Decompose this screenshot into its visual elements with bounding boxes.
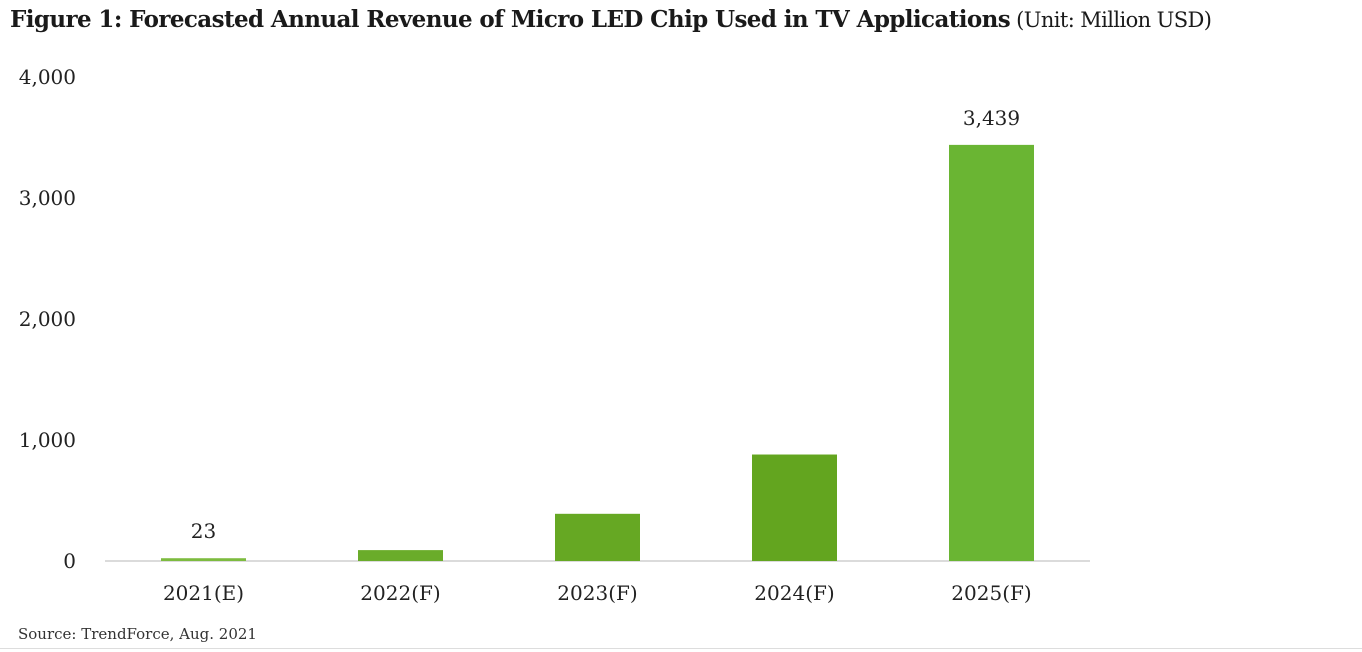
- y-tick-label: 0: [63, 549, 76, 573]
- x-tick-label: 2025(F): [951, 581, 1031, 605]
- y-tick-label: 4,000: [19, 65, 76, 89]
- x-tick-label: 2024(F): [754, 581, 834, 605]
- data-label: 23: [191, 519, 216, 543]
- bar-2025f: [949, 144, 1034, 562]
- data-label: 3,439: [963, 106, 1020, 130]
- bar-2021e: [161, 558, 246, 561]
- x-axis-tick-labels: 2021(E) 2022(F) 2023(F) 2024(F) 2025(F): [163, 581, 1032, 605]
- bar-2022f: [358, 550, 443, 561]
- chart-title: Figure 1: Forecasted Annual Revenue of M…: [10, 6, 1011, 33]
- y-tick-label: 1,000: [19, 428, 76, 452]
- x-tick-label: 2021(E): [163, 581, 244, 605]
- chart-unit-label: (Unit: Million USD): [1016, 8, 1212, 32]
- x-tick-label: 2022(F): [360, 581, 440, 605]
- chart-title-row: Figure 1: Forecasted Annual Revenue of M…: [10, 6, 1355, 33]
- y-axis-tick-labels: 0 1,000 2,000 3,000 4,000: [19, 65, 76, 573]
- source-note: Source: TrendForce, Aug. 2021: [18, 625, 257, 643]
- bar-2023f: [555, 513, 640, 561]
- bars: [161, 144, 1034, 562]
- data-labels: 23 3,439: [191, 106, 1020, 543]
- bottom-divider: [0, 648, 1362, 649]
- bar-2024f: [752, 454, 837, 561]
- y-tick-label: 2,000: [19, 307, 76, 331]
- y-tick-label: 3,000: [19, 186, 76, 210]
- x-tick-label: 2023(F): [557, 581, 637, 605]
